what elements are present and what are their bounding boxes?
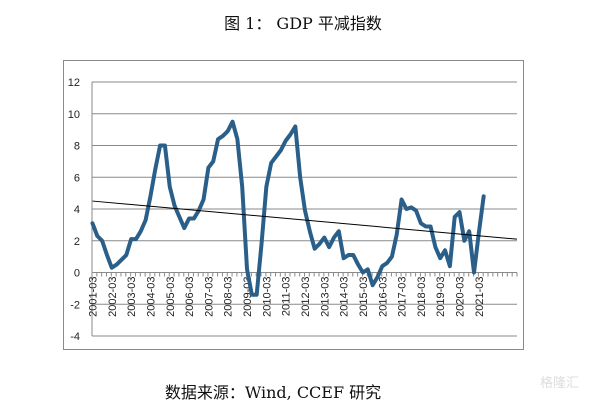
x-tick-label: 2007-03 xyxy=(203,277,215,317)
deflator-series-line xyxy=(90,119,486,297)
x-tick-label: 2006-03 xyxy=(184,277,196,317)
watermark-logo: 格隆汇 xyxy=(540,376,580,391)
y-tick-label: 12 xyxy=(68,77,80,89)
x-tick-label: 2005-03 xyxy=(165,277,177,317)
y-tick-label: 6 xyxy=(74,172,80,184)
x-tick-label: 2019-03 xyxy=(435,277,447,317)
x-tick-label: 2002-03 xyxy=(107,277,119,317)
x-tick-label: 2001-03 xyxy=(87,277,99,317)
x-tick-label: 2008-03 xyxy=(223,277,235,317)
x-tick-label: 2016-03 xyxy=(377,277,389,317)
x-tick-label: 2018-03 xyxy=(416,277,428,317)
x-tick-label: 2014-03 xyxy=(339,277,351,317)
x-tick-label: 2015-03 xyxy=(358,277,370,317)
x-tick-label: 2011-03 xyxy=(281,277,293,317)
x-tick-label: 2020-03 xyxy=(455,277,467,317)
x-tick-label: 2013-03 xyxy=(319,277,331,317)
y-tick-label: 10 xyxy=(68,109,80,121)
x-tick-label: 2004-03 xyxy=(145,277,157,317)
x-tick-label: 2012-03 xyxy=(300,277,312,317)
x-tick-label: 2003-03 xyxy=(126,277,138,317)
chart-title: 图 1： GDP 平减指数 xyxy=(224,14,382,33)
x-tick-label: 2010-03 xyxy=(261,277,273,317)
x-tick-label: 2021-03 xyxy=(474,276,486,316)
y-tick-label: -2 xyxy=(70,299,80,311)
trendline xyxy=(92,200,518,240)
y-tick-label: 8 xyxy=(74,141,80,153)
source-caption: 数据来源：Wind, CCEF 研究 xyxy=(164,383,382,402)
y-tick-label: -4 xyxy=(70,331,80,343)
chart-frame xyxy=(63,60,524,350)
y-tick-label: 0 xyxy=(74,268,80,280)
y-tick-label: 4 xyxy=(74,204,80,216)
x-tick-label: 2017-03 xyxy=(397,277,409,317)
y-tick-label: 2 xyxy=(74,236,80,248)
